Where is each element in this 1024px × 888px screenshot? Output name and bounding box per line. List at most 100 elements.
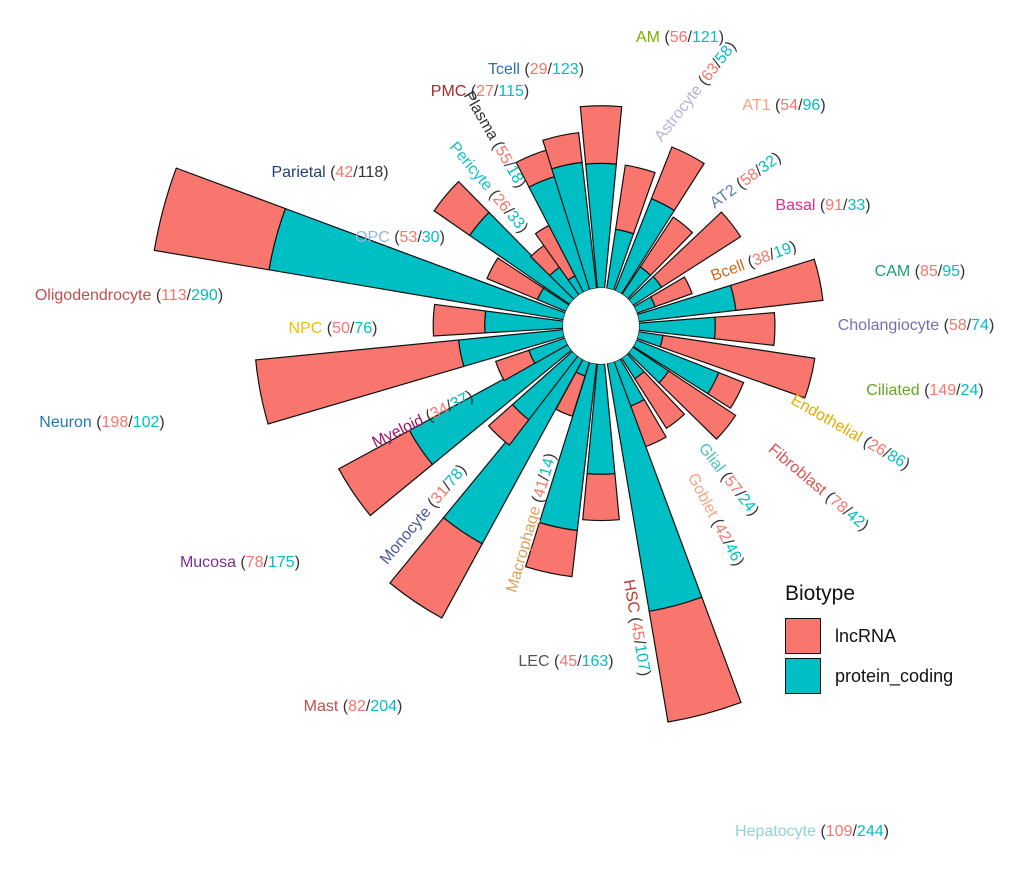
bar-basal-lncrna: [652, 211, 742, 289]
label-at1-protein-coding-count: 96: [803, 97, 821, 114]
bar-parietal-lncrna: [433, 180, 490, 237]
label-ciliated-name: Ciliated: [866, 382, 924, 399]
label-oligodendrocyte-lncrna-count: 113: [161, 287, 187, 304]
label-bcell-lncrna-count: 38: [751, 248, 774, 270]
legend-title: Biotype: [785, 582, 856, 605]
label-hepatocyte-protein-coding-count: 244: [857, 823, 884, 840]
label-opc-protein-coding-count: 30: [422, 229, 440, 246]
bar-mucosa-lncrna: [337, 429, 434, 517]
label-at1-name: AT1: [742, 97, 775, 114]
label-plasma-lncrna-count: 55: [491, 143, 515, 167]
label-tcell-name: Tcell: [488, 61, 524, 78]
label-macrophage-lncrna-count: 41: [531, 478, 552, 500]
legend-label-protein-coding: protein_coding: [835, 665, 954, 686]
label-endothelial-lncrna-count: 26: [865, 436, 889, 460]
label-mucosa-protein-coding-count: 175: [268, 554, 295, 571]
label-mucosa-name: Mucosa: [180, 554, 240, 571]
bar-hepatocyte-lncrna: [648, 596, 742, 723]
label-hepatocyte-lncrna-count: 109: [826, 823, 853, 840]
bar-tcell-lncrna: [542, 132, 583, 170]
label-lec-name: LEC: [518, 653, 554, 670]
label-oligodendrocyte: Oligodendrocyte (113/290): [35, 287, 223, 304]
label-plasma-protein-coding-count: 18: [502, 163, 526, 187]
label-ciliated-protein-coding-count: 24: [961, 382, 979, 399]
label-neuron-protein-coding-count: 102: [133, 414, 160, 431]
label-cam: CAM (85/95): [875, 263, 966, 280]
label-parietal: Parietal (42/118): [271, 164, 388, 181]
label-npc-protein-coding-count: 76: [354, 320, 372, 337]
label-goblet-lncrna-count: 42: [710, 521, 733, 545]
label-mast-protein-coding-count: 204: [370, 698, 397, 715]
label-neuron: Neuron (198/102): [39, 414, 164, 431]
label-mucosa: Mucosa (78/175): [180, 554, 300, 571]
label-at1-lncrna-count: 54: [780, 97, 798, 114]
label-opc-name: OPC: [355, 229, 394, 246]
label-lec-protein-coding-count: 163: [582, 653, 609, 670]
label-at2: AT2 (58/32): [707, 149, 784, 212]
label-opc: OPC (53/30): [355, 229, 445, 246]
bar-am-lncrna: [579, 105, 623, 165]
bar-npc-lncrna: [432, 303, 487, 337]
label-parietal-lncrna-count: 42: [335, 164, 353, 181]
label-goblet-protein-coding-count: 46: [721, 541, 744, 565]
bar-oligodendrocyte-lncrna: [153, 167, 287, 271]
label-pmc-lncrna-count: 27: [476, 83, 494, 100]
bar-lec-lncrna: [524, 521, 578, 578]
bar-ciliated-lncrna: [659, 334, 816, 399]
label-at1: AT1 (54/96): [742, 97, 825, 114]
bar-at2-lncrna: [639, 216, 694, 277]
legend: Biotype lncRNA protein_coding: [785, 582, 953, 698]
label-npc-name: NPC: [289, 320, 327, 337]
label-basal-protein-coding-count: 33: [847, 197, 865, 214]
bar-myeloid-lncrna: [494, 349, 536, 382]
label-parietal-name: Parietal: [271, 164, 330, 181]
label-hsc: HSC (45/107): [619, 578, 653, 677]
bar-opc-lncrna: [486, 257, 545, 301]
label-mast-name: Mast: [304, 698, 343, 715]
label-neuron-name: Neuron: [39, 414, 96, 431]
label-endothelial-protein-coding-count: 86: [884, 447, 908, 471]
bar-bcell-lncrna: [649, 276, 693, 308]
label-tcell: Tcell (29/123): [488, 61, 584, 78]
label-tcell-lncrna-count: 29: [530, 61, 548, 78]
label-mast: Mast (82/204): [304, 698, 403, 715]
label-lec-lncrna-count: 45: [559, 653, 577, 670]
center-hole: [563, 288, 639, 364]
label-myeloid-protein-coding-count: 37: [448, 390, 472, 413]
bar-mast-lncrna: [389, 516, 484, 619]
label-cholangiocyte: Cholangiocyte (58/74): [838, 317, 995, 334]
label-macrophage-protein-coding-count: 14: [537, 456, 558, 478]
bar-cholangiocyte-lncrna: [713, 312, 776, 347]
bar-glial-lncrna: [633, 370, 686, 430]
label-cam-protein-coding-count: 95: [942, 263, 960, 280]
bar-at1-lncrna: [650, 146, 705, 212]
label-pmc: PMC (27/115): [431, 83, 529, 100]
label-bcell-protein-coding-count: 19: [771, 240, 794, 262]
bar-endothelial-lncrna: [707, 371, 745, 410]
label-cholangiocyte-name: Cholangiocyte: [838, 317, 944, 334]
label-hsc-name: HSC: [619, 578, 642, 619]
label-endothelial: Endothelial (26/86): [788, 392, 913, 474]
bar-astrocyte-lncrna: [614, 164, 656, 235]
label-mast-lncrna-count: 82: [348, 698, 366, 715]
label-npc-lncrna-count: 50: [332, 320, 350, 337]
label-pmc-name: PMC: [431, 83, 471, 100]
label-hepatocyte: Hepatocyte (109/244): [735, 823, 889, 840]
bar-neuron-lncrna: [255, 339, 465, 425]
label-basal: Basal (91/33): [775, 197, 870, 214]
legend-swatch-protein-coding: [785, 658, 821, 694]
label-ciliated-lncrna-count: 149: [929, 382, 956, 399]
legend-swatch-lncrna: [785, 618, 821, 654]
label-hsc-lncrna-count: 45: [627, 621, 647, 642]
label-pmc-protein-coding-count: 115: [498, 83, 524, 100]
label-astrocyte: Astrocyte (63/58): [652, 39, 740, 145]
label-endothelial-name: Endothelial: [788, 392, 869, 449]
label-oligodendrocyte-protein-coding-count: 290: [191, 287, 218, 304]
label-lec: LEC (45/163): [518, 653, 613, 670]
label-ciliated: Ciliated (149/24): [866, 382, 983, 399]
bar-hsc-lncrna: [582, 472, 620, 522]
label-basal-name: Basal: [775, 197, 819, 214]
label-parietal-protein-coding-count: 118: [358, 164, 384, 181]
label-cholangiocyte-protein-coding-count: 74: [971, 317, 989, 334]
legend-label-lncrna: lncRNA: [835, 625, 897, 646]
